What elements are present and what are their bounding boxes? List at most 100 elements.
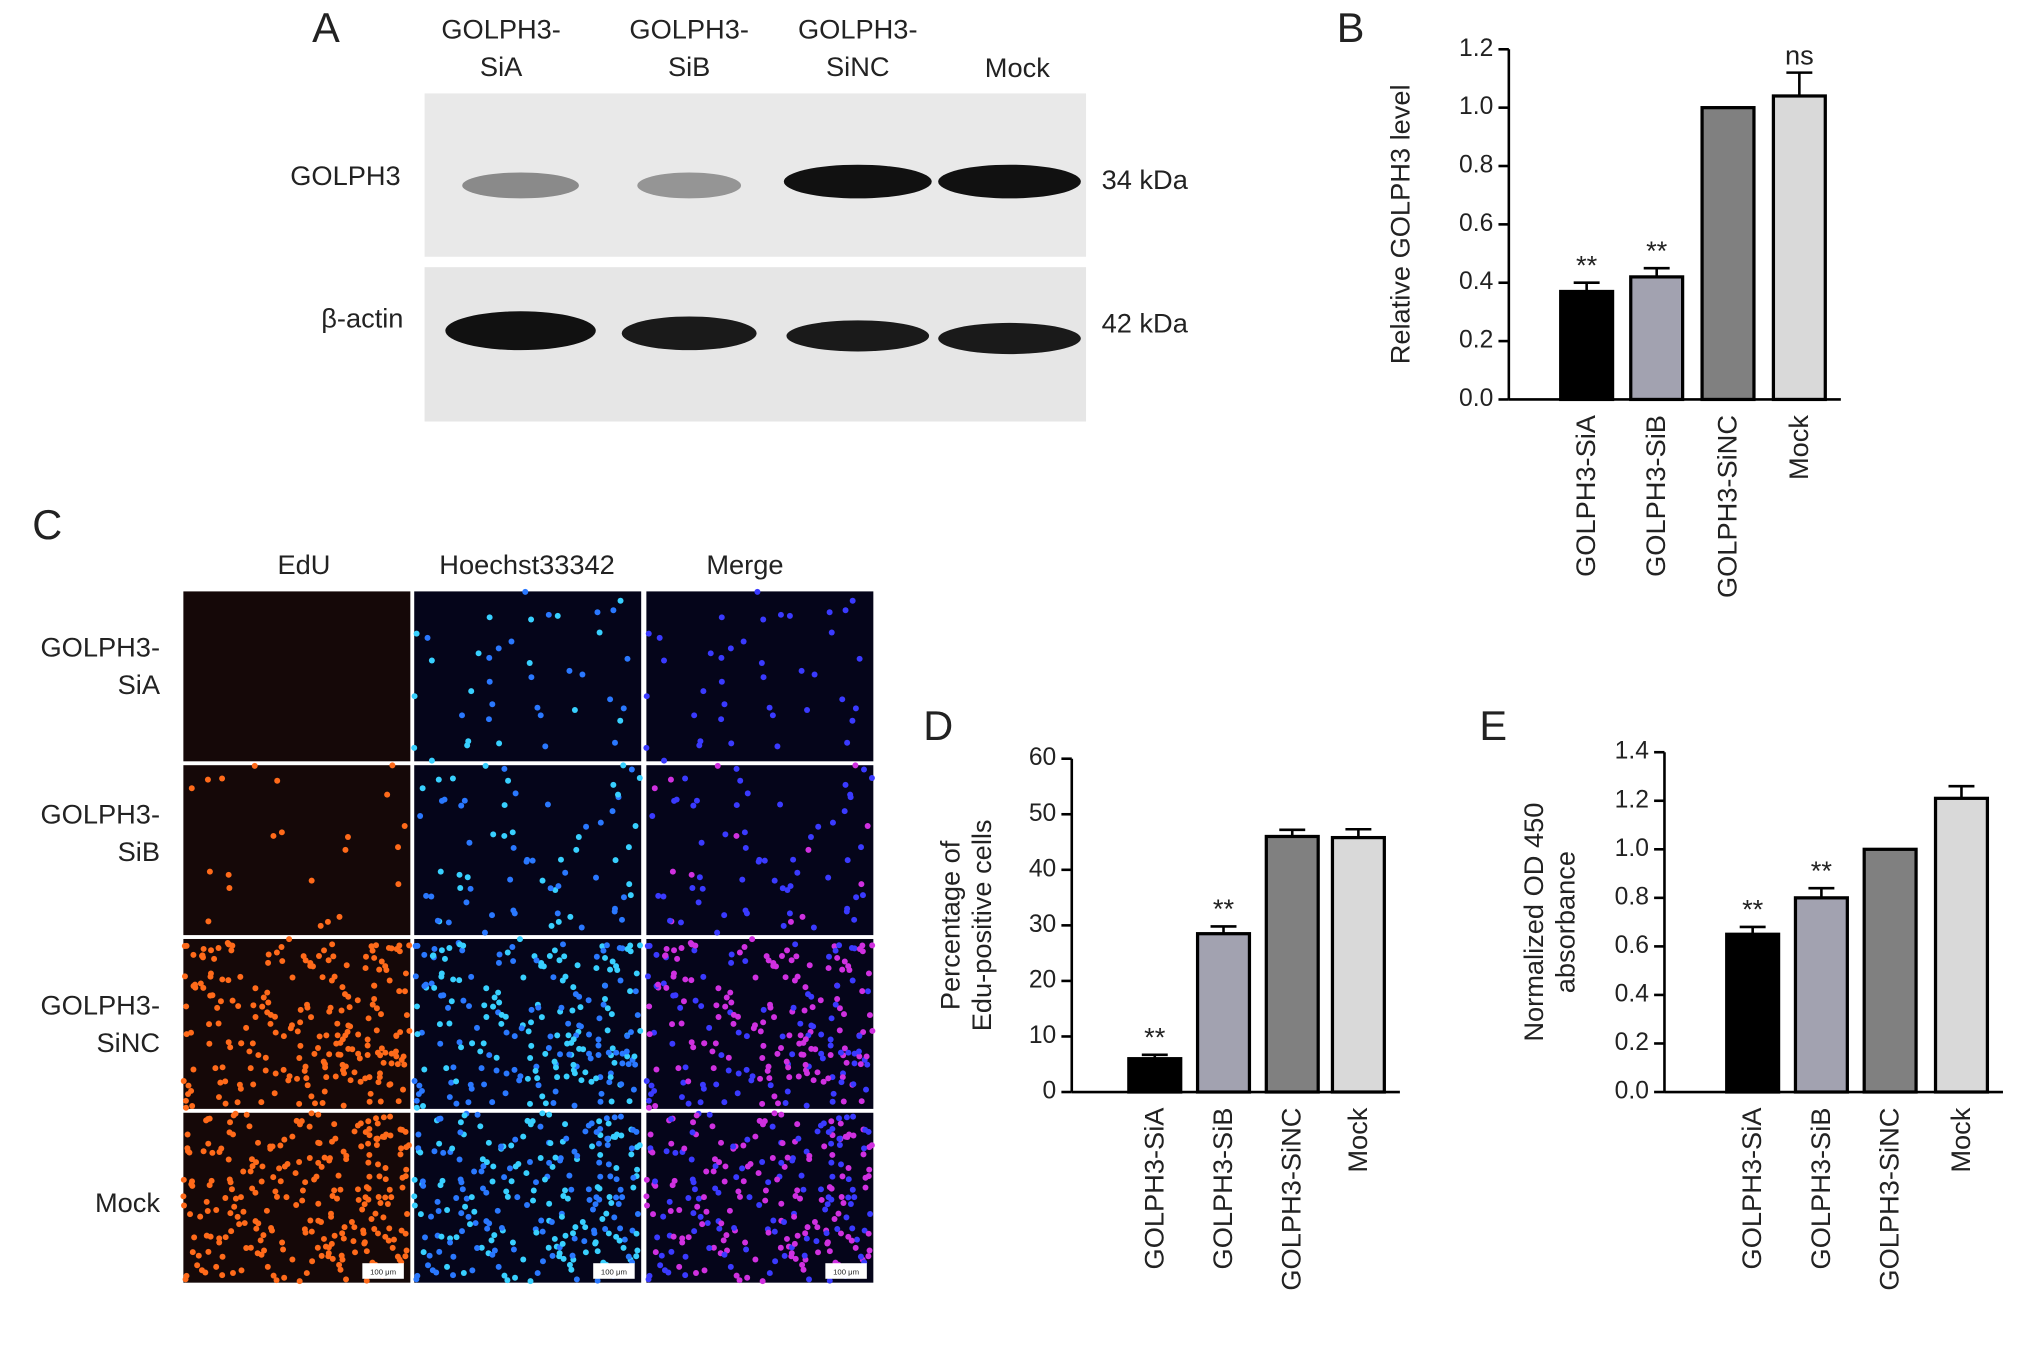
nucleus: [297, 1006, 304, 1013]
nucleus: [597, 1173, 604, 1180]
nucleus: [217, 998, 224, 1005]
nucleus: [425, 1262, 431, 1269]
nucleus: [834, 1226, 841, 1232]
nucleus: [443, 1065, 450, 1072]
panel-label: E: [1479, 702, 1507, 749]
nucleus: [446, 945, 453, 951]
nucleus: [362, 965, 369, 972]
nucleus: [728, 999, 735, 1006]
nucleus: [725, 1054, 732, 1061]
nucleus: [594, 1248, 601, 1255]
nucleus: [718, 716, 725, 723]
nucleus: [586, 1196, 593, 1203]
nucleus: [620, 705, 627, 712]
nucleus: [512, 1163, 519, 1170]
nucleus: [327, 1004, 334, 1011]
nucleus: [792, 1192, 799, 1199]
nucleus: [508, 1142, 515, 1149]
nucleus: [632, 1061, 639, 1068]
nucleus: [666, 1198, 673, 1205]
nucleus: [617, 717, 624, 724]
nucleus: [445, 1004, 451, 1011]
nucleus: [528, 1019, 534, 1026]
nucleus: [595, 1036, 602, 1043]
nucleus: [559, 977, 566, 984]
y-tick-label: 30: [1029, 911, 1056, 938]
nucleus: [735, 1029, 742, 1036]
nucleus: [512, 790, 519, 797]
nucleus: [316, 1033, 323, 1040]
nucleus: [464, 874, 471, 881]
nucleus: [194, 1262, 201, 1269]
nucleus: [643, 693, 650, 700]
nucleus: [527, 1278, 534, 1285]
nucleus: [281, 1163, 288, 1170]
nucleus: [402, 1128, 409, 1135]
nucleus: [532, 1067, 539, 1074]
nucleus: [420, 1103, 426, 1110]
nucleus: [188, 1087, 195, 1094]
nucleus: [538, 1014, 545, 1021]
nucleus: [679, 1235, 686, 1242]
nucleus: [695, 1195, 702, 1202]
nucleus: [762, 1187, 769, 1194]
nucleus: [351, 1069, 358, 1076]
significance: ns: [1785, 39, 1814, 70]
nucleus: [619, 1060, 626, 1067]
nucleus: [633, 970, 640, 977]
nucleus: [357, 1120, 364, 1127]
nucleus: [365, 1118, 372, 1125]
nucleus: [365, 1015, 372, 1022]
nucleus: [697, 1099, 704, 1106]
nucleus: [247, 1065, 254, 1072]
nucleus: [457, 885, 464, 891]
nucleus: [308, 1014, 315, 1021]
y-tick-label: 1.4: [1615, 738, 1649, 765]
nucleus: [332, 1073, 339, 1080]
nucleus: [450, 1253, 457, 1260]
nucleus: [414, 1031, 421, 1038]
nucleus: [795, 1135, 802, 1142]
nucleus: [616, 1237, 623, 1244]
nucleus: [434, 1198, 441, 1205]
nucleus: [279, 958, 286, 965]
nucleus: [700, 1194, 707, 1201]
nucleus: [386, 1225, 393, 1232]
nucleus: [480, 1040, 487, 1047]
nucleus: [802, 1061, 809, 1068]
nucleus: [696, 874, 703, 881]
nucleus: [380, 1114, 387, 1121]
row-label: SiNC: [97, 1027, 161, 1058]
nucleus: [863, 1053, 870, 1060]
nucleus: [744, 1136, 751, 1143]
nucleus: [771, 1228, 778, 1235]
nucleus: [784, 947, 791, 954]
x-tick-label: GOLPH3-SiB: [1640, 415, 1671, 577]
significance: **: [1646, 235, 1668, 266]
nucleus: [621, 1236, 628, 1243]
nucleus: [475, 650, 482, 657]
nucleus: [268, 1224, 275, 1231]
nucleus: [778, 1200, 785, 1207]
nucleus: [363, 1277, 370, 1284]
nucleus: [413, 1276, 420, 1283]
nucleus: [394, 1253, 401, 1260]
nucleus: [863, 1086, 870, 1093]
nucleus: [769, 1155, 776, 1161]
nucleus: [509, 829, 516, 836]
nucleus: [791, 1213, 798, 1220]
nucleus: [236, 1221, 243, 1228]
nucleus: [688, 1039, 695, 1046]
nucleus: [716, 1225, 723, 1232]
nucleus: [856, 655, 863, 662]
nucleus: [465, 1099, 472, 1106]
nucleus: [351, 1128, 358, 1135]
nucleus: [551, 1235, 558, 1242]
nucleus: [539, 1228, 546, 1235]
nucleus: [537, 1155, 544, 1161]
nucleus: [548, 1219, 555, 1225]
nucleus: [839, 1074, 846, 1081]
nucleus: [511, 1066, 518, 1073]
nucleus: [663, 945, 670, 952]
nucleus: [689, 885, 696, 891]
